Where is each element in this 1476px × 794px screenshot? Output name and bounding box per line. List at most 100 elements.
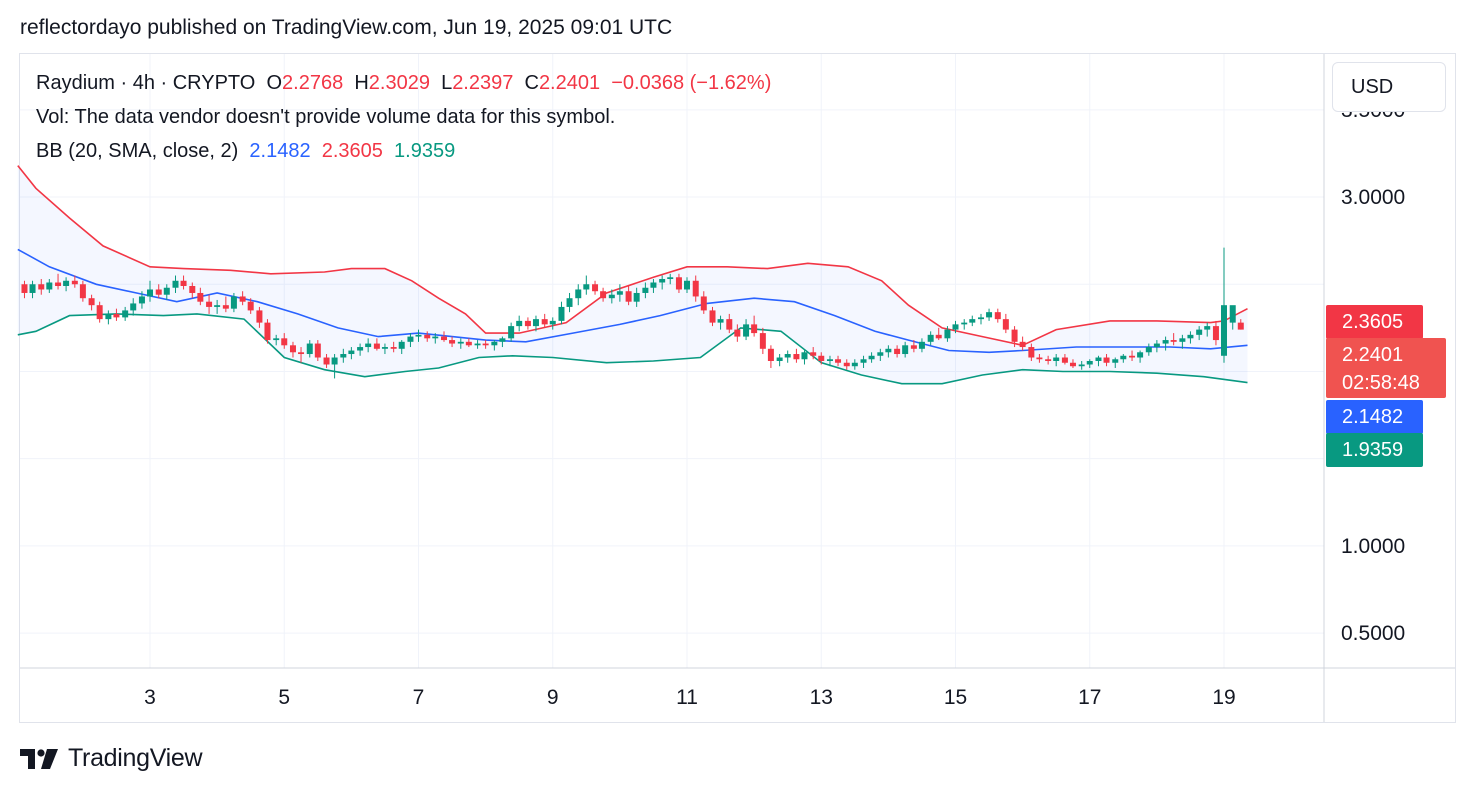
candle-body <box>524 320 531 327</box>
bollinger-bands <box>17 165 1248 385</box>
candle-body <box>508 326 515 339</box>
candle-body <box>71 280 78 285</box>
candle-body <box>474 343 481 346</box>
publisher-line: reflectordayo published on TradingView.c… <box>20 16 673 39</box>
candle-body <box>197 292 204 302</box>
candle-body <box>1187 334 1194 339</box>
bb-label[interactable]: BB (20, SMA, close, 2) <box>36 140 239 162</box>
candle-body <box>675 277 682 290</box>
candle-body <box>88 298 95 306</box>
x-tick-label: 15 <box>944 686 967 709</box>
candle-body <box>29 284 36 293</box>
candle-body <box>1002 319 1009 330</box>
candle-body <box>1170 340 1177 342</box>
last-price-value: 2.2401 <box>1342 344 1404 366</box>
chart-frame <box>19 53 1456 723</box>
candle-body <box>373 343 380 349</box>
candle-body <box>885 348 892 353</box>
candle-body <box>902 345 909 355</box>
close-label: C <box>524 72 539 94</box>
candle-body <box>1221 305 1227 356</box>
candle-body <box>491 341 498 346</box>
candle-body <box>348 350 355 355</box>
candle-body <box>700 296 707 311</box>
low-value: 2.2397 <box>452 72 514 94</box>
x-tick-label: 3 <box>144 686 156 709</box>
candle-body <box>105 313 112 320</box>
x-tick-label: 11 <box>676 686 698 709</box>
candle-body <box>407 336 414 342</box>
bb-basis-tag: 2.1482 <box>1326 400 1423 434</box>
candle-body <box>600 291 607 299</box>
candle-body <box>390 347 397 349</box>
candle-body <box>1162 340 1169 344</box>
candle-body <box>1179 338 1186 342</box>
candle-body <box>1112 359 1119 363</box>
candle-body <box>910 345 917 349</box>
footer-brand[interactable]: TradingView <box>20 744 203 773</box>
symbol-label[interactable]: Raydium · 4h · CRYPTO <box>36 72 256 94</box>
bb-lower-line <box>17 313 1248 385</box>
candle-body <box>625 291 632 302</box>
candle-body <box>952 324 959 330</box>
candle-body <box>206 301 213 307</box>
x-tick-label: 19 <box>1212 686 1235 709</box>
candle-body <box>667 277 674 280</box>
candle-body <box>1019 341 1026 348</box>
candle-body <box>734 329 741 337</box>
candle-body <box>96 305 103 320</box>
candle-body <box>784 354 791 358</box>
footer-brand-text: TradingView <box>68 744 203 772</box>
candle-body <box>659 279 666 283</box>
candle-body <box>381 347 388 349</box>
currency-button[interactable]: USD <box>1332 62 1446 112</box>
open-label: O <box>266 72 283 94</box>
candle-body <box>592 284 599 292</box>
candle-body <box>214 305 221 307</box>
candle-body <box>264 322 271 341</box>
candle-body <box>978 317 985 320</box>
candle-body <box>1237 322 1244 330</box>
candle-body <box>717 319 724 323</box>
candle-body <box>944 329 951 339</box>
candle-body <box>239 296 246 302</box>
y-tick-label: 0.5000 <box>1341 622 1405 645</box>
x-tick-label: 17 <box>1078 686 1101 709</box>
candle-body <box>432 336 439 339</box>
candle-body <box>684 280 690 290</box>
x-tick-label: 5 <box>278 686 290 709</box>
candle-body <box>46 282 53 290</box>
candle-body <box>516 320 523 327</box>
candle-body <box>608 294 615 299</box>
candle-body <box>113 313 120 318</box>
candle-body <box>1053 357 1060 361</box>
candle-body <box>482 343 489 346</box>
candle-body <box>877 352 884 356</box>
candle-body <box>441 336 448 341</box>
legend-ohlc: Raydium · 4h · CRYPTO O2.2768 H2.3029 L2… <box>36 72 771 95</box>
bb-upper-value: 2.3605 <box>321 140 383 162</box>
candle-body <box>1129 355 1136 358</box>
candle-body <box>810 352 817 356</box>
high-label: H <box>354 72 369 94</box>
candle-body <box>163 287 170 295</box>
candle-body <box>465 341 472 346</box>
candle-body <box>969 319 976 323</box>
candle-body <box>340 354 347 358</box>
candle-body <box>281 338 288 346</box>
candle-body <box>415 334 422 337</box>
candle-body <box>79 284 86 299</box>
low-label: L <box>441 72 453 94</box>
candle-body <box>424 334 431 339</box>
candle-body <box>1212 326 1219 341</box>
candle-body <box>801 352 808 360</box>
candle-body <box>55 282 62 286</box>
bb-band-fill <box>17 165 1248 384</box>
candle-body <box>365 343 372 348</box>
candle-body <box>566 298 573 307</box>
candle-body <box>860 359 867 363</box>
candle-body <box>961 322 968 325</box>
candle-body <box>541 319 548 325</box>
candle-body <box>1153 343 1160 348</box>
